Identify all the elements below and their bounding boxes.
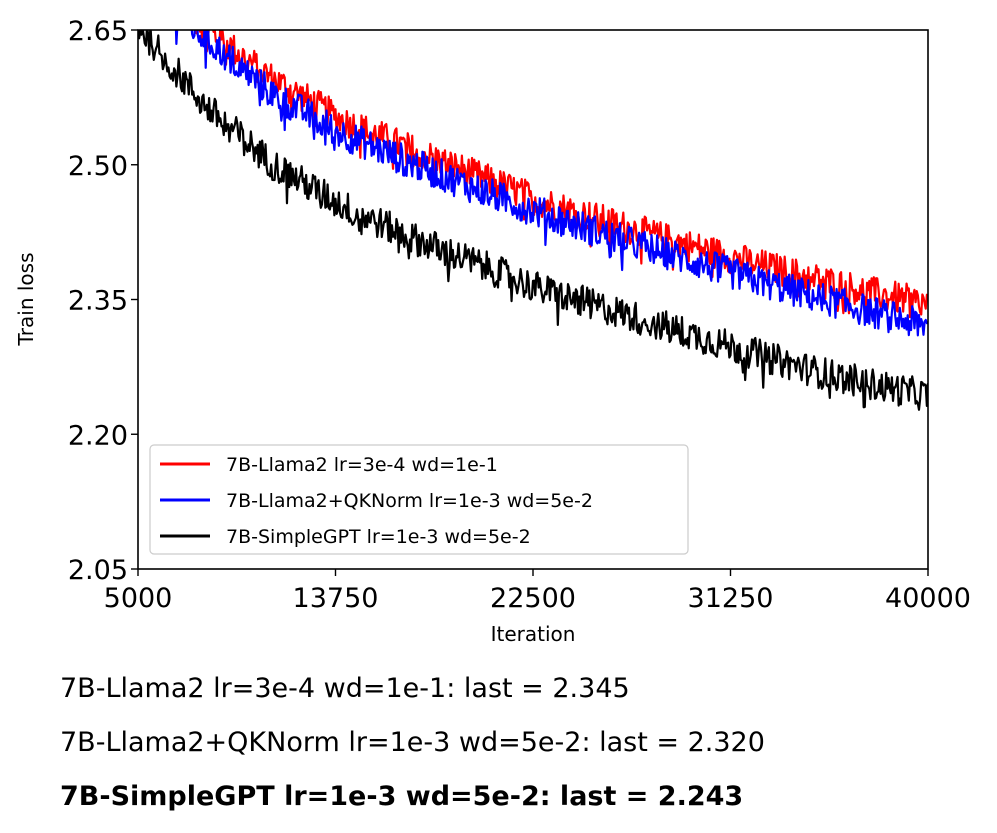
legend: 7B-Llama2 lr=3e-4 wd=1e-1 7B-Llama2+QKNor… bbox=[149, 444, 689, 555]
x-axis-label: Iteration bbox=[491, 622, 576, 646]
y-tick-label: 2.35 bbox=[68, 286, 128, 317]
summary-line-llama2: 7B-Llama2 lr=3e-4 wd=1e-1: last = 2.345 bbox=[60, 673, 630, 704]
x-tick-label: 40000 bbox=[885, 583, 971, 614]
series-line-0 bbox=[194, 30, 928, 320]
x-tick-label: 13750 bbox=[293, 583, 379, 614]
series-line-2 bbox=[138, 30, 928, 411]
legend-label: 7B-SimpleGPT lr=1e-3 wd=5e-2 bbox=[226, 526, 531, 548]
summary-line-llama2-qknorm: 7B-Llama2+QKNorm lr=1e-3 wd=5e-2: last =… bbox=[60, 727, 765, 758]
x-tick-label: 22500 bbox=[490, 583, 576, 614]
y-axis-label: Train loss bbox=[14, 253, 38, 347]
x-tick-label: 31250 bbox=[688, 583, 774, 614]
series-layer bbox=[138, 30, 928, 411]
x-axis-ticks: 5000 13750 22500 31250 40000 bbox=[104, 569, 971, 614]
y-tick-label: 2.65 bbox=[68, 16, 128, 47]
legend-box bbox=[149, 444, 689, 555]
y-tick-label: 2.50 bbox=[68, 151, 128, 182]
y-axis-ticks: 2.05 2.20 2.35 2.50 2.65 bbox=[68, 16, 138, 586]
legend-label: 7B-Llama2 lr=3e-4 wd=1e-1 bbox=[226, 454, 498, 476]
y-tick-label: 2.20 bbox=[68, 420, 128, 451]
legend-label: 7B-Llama2+QKNorm lr=1e-3 wd=5e-2 bbox=[226, 490, 593, 512]
x-tick-label: 5000 bbox=[104, 583, 173, 614]
y-tick-label: 2.05 bbox=[68, 555, 128, 586]
series-line-1 bbox=[174, 30, 928, 337]
summary-line-simplegpt: 7B-SimpleGPT lr=1e-3 wd=5e-2: last = 2.2… bbox=[60, 781, 744, 812]
